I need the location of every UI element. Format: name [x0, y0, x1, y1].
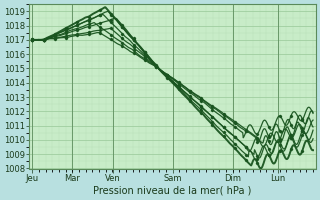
X-axis label: Pression niveau de la mer( hPa ): Pression niveau de la mer( hPa ) — [93, 186, 252, 196]
